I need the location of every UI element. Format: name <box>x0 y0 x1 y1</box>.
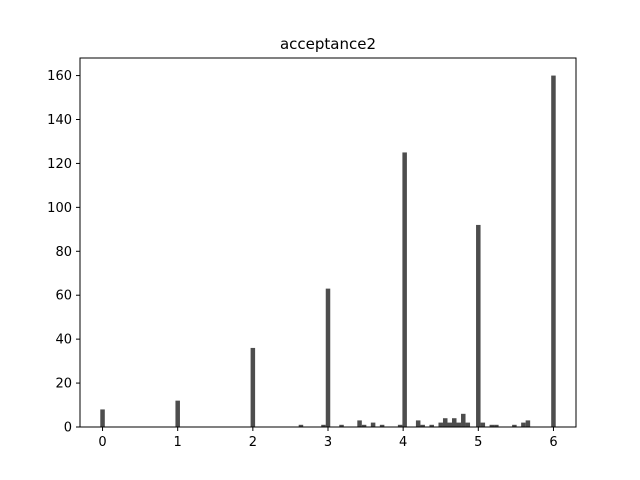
histogram-bar <box>447 422 452 427</box>
x-axis: 0 1 2 3 4 5 6 <box>98 427 558 450</box>
y-tick-label: 140 <box>47 113 72 128</box>
histogram-bar <box>480 422 486 427</box>
histogram-bar <box>452 418 457 427</box>
y-tick-label: 80 <box>55 245 72 260</box>
x-tick-label: 3 <box>324 435 332 450</box>
histogram-bar <box>321 424 326 427</box>
histogram-bar <box>429 424 434 427</box>
histogram-bar <box>175 400 180 427</box>
x-tick-label: 5 <box>474 435 482 450</box>
histogram-bar <box>476 224 481 427</box>
x-tick-label: 4 <box>399 435 407 450</box>
bar-group <box>100 75 556 428</box>
x-tick-label: 2 <box>249 435 257 450</box>
histogram-bar <box>250 347 256 427</box>
y-tick-label: 40 <box>55 333 72 348</box>
histogram-bar <box>420 424 425 427</box>
y-tick-label: 100 <box>47 201 72 216</box>
histogram-bar <box>489 424 495 427</box>
histogram-bar <box>456 422 462 427</box>
histogram-bar <box>551 75 556 428</box>
histogram-bar <box>402 152 407 428</box>
histogram-bar <box>521 422 526 427</box>
y-tick-label: 20 <box>55 377 72 392</box>
y-tick-label: 60 <box>55 289 72 304</box>
histogram-bar <box>361 424 367 427</box>
x-tick-label: 6 <box>549 435 557 450</box>
histogram-bar <box>442 418 448 427</box>
histogram-bar <box>465 422 471 427</box>
histogram-bar <box>370 422 376 427</box>
plot-frame <box>79 57 577 428</box>
histogram-bar <box>325 288 331 427</box>
histogram-bar <box>379 424 385 427</box>
histogram-bar <box>298 424 304 427</box>
y-tick-label: 0 <box>64 421 72 436</box>
histogram-bar <box>525 420 531 427</box>
histogram-bar <box>397 424 403 427</box>
histogram-bar <box>339 424 344 427</box>
x-tick-label: 0 <box>98 435 106 450</box>
chart-title: acceptance2 <box>280 35 376 53</box>
histogram-bar <box>461 413 466 427</box>
histogram-bar <box>494 424 499 427</box>
y-tick-label: 160 <box>47 69 72 84</box>
x-tick-label: 1 <box>174 435 182 450</box>
histogram-bar <box>512 424 517 427</box>
histogram-bar <box>100 409 105 427</box>
histogram-bar <box>415 420 421 427</box>
histogram-bar <box>438 422 443 427</box>
y-axis: 0 20 40 60 80 100 120 140 160 <box>47 69 80 436</box>
y-tick-label: 120 <box>47 157 72 172</box>
histogram-bar <box>357 420 362 427</box>
